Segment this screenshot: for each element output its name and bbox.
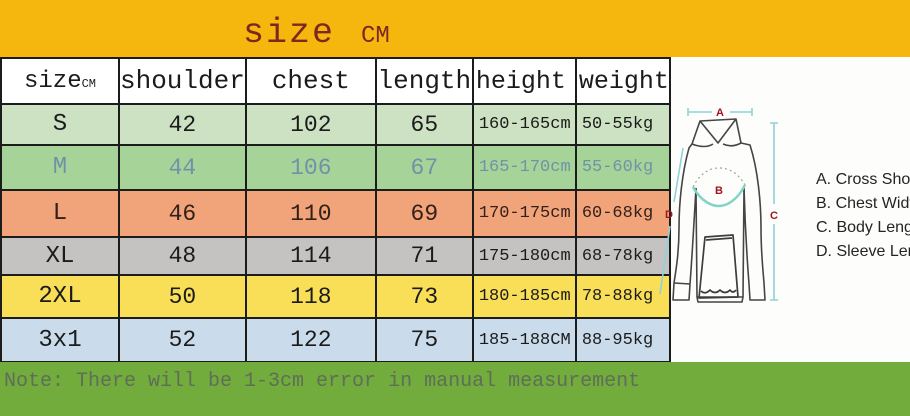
header-length: length bbox=[374, 57, 474, 105]
legend-body-length: C. Body Length bbox=[816, 219, 910, 236]
cell-length: 73 bbox=[374, 274, 474, 319]
page-title: size bbox=[243, 13, 336, 53]
cell-weight: 50-55kg bbox=[574, 103, 671, 146]
cell-size: L bbox=[0, 189, 120, 238]
legend-cross-shoulder: A. Cross Shoulder bbox=[816, 171, 910, 188]
cell-weight: 68-78kg bbox=[574, 236, 671, 276]
cell-chest: 106 bbox=[244, 144, 377, 191]
cross-shoulder-measure-line bbox=[687, 108, 753, 116]
chest-measure-arc bbox=[691, 184, 747, 208]
header-shoulder: shoulder bbox=[118, 57, 247, 105]
cell-height: 160-165cm bbox=[471, 103, 577, 146]
legend-sleeve-length: D. Sleeve Length bbox=[816, 243, 910, 260]
header-size: sizeCM bbox=[0, 57, 120, 105]
table-row-xl: XL 48 114 71 175-180cm 68-78kg bbox=[0, 236, 671, 276]
body-length-measure-line bbox=[770, 122, 778, 301]
cell-shoulder: 50 bbox=[118, 274, 247, 319]
header-weight: weight bbox=[574, 57, 671, 105]
table-row-m: M 44 106 67 165-170cm 55-60kg bbox=[0, 144, 671, 191]
marker-d-label: D bbox=[665, 209, 673, 221]
cell-length: 67 bbox=[374, 144, 474, 191]
marker-c-label: C bbox=[770, 210, 778, 222]
cell-size: XL bbox=[0, 236, 120, 276]
marker-a-label: A bbox=[716, 107, 724, 119]
cell-shoulder: 46 bbox=[118, 189, 247, 238]
cell-height: 180-185cm bbox=[471, 274, 577, 319]
measurement-note: Note: There will be 1-3cm error in manua… bbox=[4, 370, 641, 393]
cell-shoulder: 48 bbox=[118, 236, 247, 276]
hoodie-pocket bbox=[698, 234, 739, 299]
cell-length: 69 bbox=[374, 189, 474, 238]
cell-chest: 114 bbox=[244, 236, 377, 276]
sleeve-length-measure-line bbox=[659, 147, 684, 295]
marker-b-label: B bbox=[715, 185, 723, 197]
note-bar: Note: There will be 1-3cm error in manua… bbox=[0, 362, 910, 416]
header-size-unit: CM bbox=[81, 76, 96, 91]
cell-weight: 55-60kg bbox=[574, 144, 671, 191]
table-row-l: L 46 110 69 170-175cm 60-68kg bbox=[0, 189, 671, 238]
cell-weight: 60-68kg bbox=[574, 189, 671, 238]
cell-height: 170-175cm bbox=[471, 189, 577, 238]
header-height: height bbox=[471, 57, 577, 105]
cell-shoulder: 44 bbox=[118, 144, 247, 191]
hoodie-hood-outline bbox=[691, 118, 742, 148]
cell-length: 75 bbox=[374, 317, 474, 363]
cell-size: S bbox=[0, 103, 120, 146]
hoodie-measurement-diagram: A B C D bbox=[659, 107, 778, 303]
table-row-3x1: 3x1 52 122 75 185-188CM 88-95kg bbox=[0, 317, 671, 363]
cell-weight: 78-88kg bbox=[574, 274, 671, 319]
cell-length: 71 bbox=[374, 236, 474, 276]
table-row-2xl: 2XL 50 118 73 180-185cm 78-88kg bbox=[0, 274, 671, 319]
header-chest: chest bbox=[244, 57, 377, 105]
cell-size: M bbox=[0, 144, 120, 191]
header-size-label: size bbox=[23, 67, 82, 95]
cell-chest: 102 bbox=[244, 103, 377, 146]
cell-chest: 118 bbox=[244, 274, 377, 319]
hoodie-body-outline bbox=[672, 142, 766, 303]
cell-chest: 110 bbox=[244, 189, 377, 238]
page-title-unit: CM bbox=[361, 23, 390, 50]
cell-size: 2XL bbox=[0, 274, 120, 319]
cell-height: 185-188CM bbox=[471, 317, 577, 363]
cell-height: 165-170cm bbox=[471, 144, 577, 191]
cell-size: 3x1 bbox=[0, 317, 120, 363]
cell-length: 65 bbox=[374, 103, 474, 146]
title-band bbox=[0, 0, 910, 57]
cell-shoulder: 52 bbox=[118, 317, 247, 363]
size-chart-table: sizeCM shoulder chest length height weig… bbox=[0, 57, 671, 363]
legend-chest-width: B. Chest Width bbox=[816, 195, 910, 212]
measurement-legend: A. Cross Shoulder B. Chest Width C. Body… bbox=[816, 168, 910, 264]
cell-height: 175-180cm bbox=[471, 236, 577, 276]
table-header-row: sizeCM shoulder chest length height weig… bbox=[0, 57, 671, 105]
cell-shoulder: 42 bbox=[118, 103, 247, 146]
table-row-s: S 42 102 65 160-165cm 50-55kg bbox=[0, 103, 671, 146]
cell-weight: 88-95kg bbox=[574, 317, 671, 363]
cell-chest: 122 bbox=[244, 317, 377, 363]
